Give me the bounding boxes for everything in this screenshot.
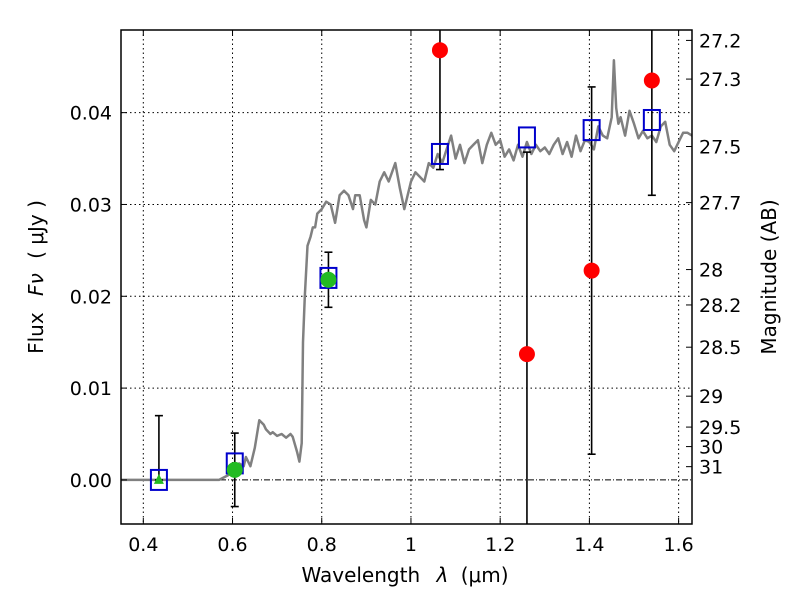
flux-point-marker bbox=[583, 262, 600, 279]
y-tick-label: 0.03 bbox=[70, 194, 112, 216]
mag-tick-label: 29.5 bbox=[699, 417, 741, 439]
y-tick-label: 0.00 bbox=[70, 470, 112, 492]
flux-point-marker bbox=[518, 346, 535, 363]
plot-frame bbox=[120, 29, 693, 525]
model-square-marker bbox=[430, 142, 449, 165]
x-tick-label: 1 bbox=[405, 534, 417, 556]
model-square-marker bbox=[582, 119, 601, 142]
x-axis-symbol: λ bbox=[436, 563, 449, 587]
x-axis-title: Wavelength λ (μm) bbox=[301, 563, 508, 587]
model-square-marker bbox=[517, 126, 536, 149]
upper-limit-marker bbox=[153, 473, 164, 484]
mag-tick-label: 31 bbox=[699, 457, 723, 479]
x-axis-label: Wavelength bbox=[301, 563, 420, 587]
mag-tick-label: 27.2 bbox=[699, 30, 741, 52]
x-tick-label: 0.6 bbox=[217, 534, 247, 556]
mag-tick-label: 27.3 bbox=[699, 69, 741, 91]
mag-tick-label: 27.5 bbox=[699, 137, 741, 159]
axes: 0.4 0.6 0.8 1 1.2 1.4 1.6 0.00 0.01 0.02 0.03 0.04 2… bbox=[70, 30, 741, 556]
y-axis-title: Flux Fν ( μJy ) bbox=[24, 200, 48, 354]
y-axis-symbol: Fν bbox=[24, 273, 48, 296]
plot-data bbox=[121, 59, 692, 482]
y-tick-label: 0.04 bbox=[70, 103, 112, 125]
y-axis-unit: ( μJy ) bbox=[24, 200, 48, 259]
error-bars bbox=[154, 30, 656, 524]
flux-point-marker bbox=[643, 72, 660, 89]
flux-point-marker bbox=[226, 461, 243, 478]
model-square-marker bbox=[149, 468, 168, 491]
model-sed-line bbox=[121, 59, 692, 482]
x-tick-label: 1.4 bbox=[574, 534, 604, 556]
x-tick-label: 0.4 bbox=[128, 534, 158, 556]
flux-point-marker bbox=[320, 271, 337, 288]
x-tick-label: 1.6 bbox=[664, 534, 694, 556]
y-axis-label: Flux bbox=[24, 312, 48, 354]
grid-lines bbox=[121, 30, 692, 524]
mag-tick-label: 30 bbox=[699, 437, 723, 459]
y-tick-label: 0.02 bbox=[70, 286, 112, 308]
mag-tick-label: 28.5 bbox=[699, 337, 741, 359]
right-axis-title: Magnitude (AB) bbox=[757, 199, 781, 354]
data-markers bbox=[149, 42, 661, 491]
x-axis-unit: (μm) bbox=[461, 563, 509, 587]
mag-tick-label: 28.2 bbox=[699, 295, 741, 317]
mag-tick-label: 29 bbox=[699, 386, 723, 408]
x-tick-label: 1.2 bbox=[485, 534, 515, 556]
model-square-marker bbox=[319, 266, 338, 289]
mag-tick-label: 28 bbox=[699, 260, 723, 282]
mag-tick-label: 27.7 bbox=[699, 193, 741, 215]
model-square-marker bbox=[642, 108, 661, 131]
x-tick-label: 0.8 bbox=[307, 534, 337, 556]
y-tick-label: 0.01 bbox=[70, 378, 112, 400]
flux-point-marker bbox=[431, 42, 448, 59]
